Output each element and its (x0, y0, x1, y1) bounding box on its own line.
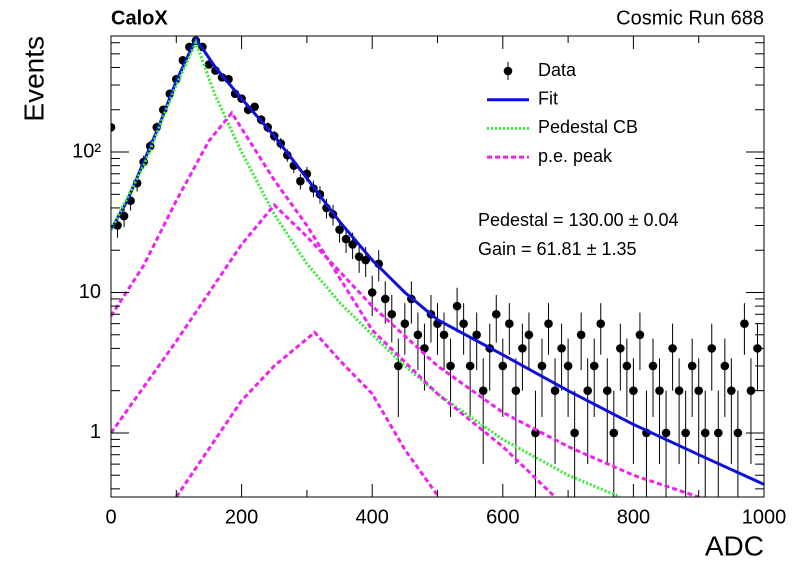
data-point (681, 428, 690, 438)
data-point (583, 386, 592, 395)
data-point (505, 319, 514, 328)
data-point (465, 361, 475, 371)
data-point (394, 361, 403, 371)
data-point (413, 330, 423, 340)
data-point (446, 361, 455, 371)
data-point (400, 319, 410, 328)
plot-area (111, 36, 764, 497)
data-point (622, 361, 632, 371)
annotation: Gain = 61.81 ± 1.35 (478, 239, 637, 259)
legend-marker (503, 66, 513, 76)
legend-label: Data (538, 60, 577, 80)
curve (111, 38, 621, 497)
data-point (550, 386, 560, 395)
data-point (661, 428, 671, 438)
data-point (674, 386, 684, 395)
x-tick-label: 1000 (742, 506, 787, 528)
data-point (707, 344, 717, 353)
data-point (570, 428, 579, 438)
data-point (694, 386, 703, 395)
legend-label: Fit (538, 88, 558, 108)
y-tick-label: 10 (79, 281, 101, 303)
data-point (341, 234, 351, 244)
data-point (498, 361, 508, 371)
data-point (746, 386, 756, 395)
x-tick-label: 200 (225, 506, 258, 528)
data-point (111, 122, 116, 132)
data-point (602, 386, 612, 395)
data-point (531, 428, 540, 438)
data-point (740, 319, 749, 328)
legend-label: p.e. peak (538, 146, 613, 166)
y-axis-title: Events (18, 36, 49, 122)
data-point (472, 330, 481, 340)
data-point (668, 344, 677, 353)
data-point (387, 309, 397, 319)
annotation: Pedestal = 130.00 ± 0.04 (478, 210, 679, 230)
chart-subtitle: Cosmic Run 688 (616, 7, 764, 29)
data-point (335, 225, 344, 234)
y-tick-label: 10² (72, 140, 101, 162)
data-point (713, 428, 723, 438)
data-point (478, 386, 488, 395)
data-point (452, 301, 462, 311)
x-tick-label: 0 (105, 506, 116, 528)
data-point (635, 330, 645, 340)
data-point (518, 344, 527, 353)
y-tick-label: 1 (90, 421, 101, 443)
data-point (119, 211, 129, 221)
data-point (629, 386, 638, 395)
data-point (354, 252, 364, 261)
data-point (491, 309, 501, 319)
chart-title: CaloX (111, 7, 168, 29)
data-point (609, 428, 619, 438)
data-point (563, 361, 573, 371)
data-point (296, 176, 305, 186)
data-point (616, 344, 625, 353)
data-point (733, 428, 743, 438)
data-point (720, 361, 730, 371)
data-point (380, 294, 390, 304)
data-point (439, 330, 449, 340)
data-point (687, 361, 697, 371)
x-axis-title: ADC (705, 530, 764, 561)
curve (111, 110, 557, 497)
data-point (589, 361, 599, 371)
data-point (655, 386, 664, 395)
data-point (537, 361, 547, 371)
data-point (511, 386, 521, 395)
curve (175, 330, 439, 497)
data-point (727, 386, 736, 395)
data-point (367, 288, 377, 297)
data-point (576, 330, 586, 340)
legend-label: Pedestal CB (538, 117, 638, 137)
data-point (524, 330, 534, 340)
x-tick-label: 800 (617, 506, 650, 528)
x-tick-label: 600 (486, 506, 519, 528)
data-point (459, 319, 468, 328)
data-point (544, 319, 553, 328)
data-point (700, 428, 710, 438)
data-point (348, 240, 357, 249)
x-tick-label: 400 (356, 506, 389, 528)
data-point (557, 344, 566, 353)
data-point (648, 361, 658, 371)
data-point (596, 319, 606, 328)
data-point (361, 255, 370, 265)
